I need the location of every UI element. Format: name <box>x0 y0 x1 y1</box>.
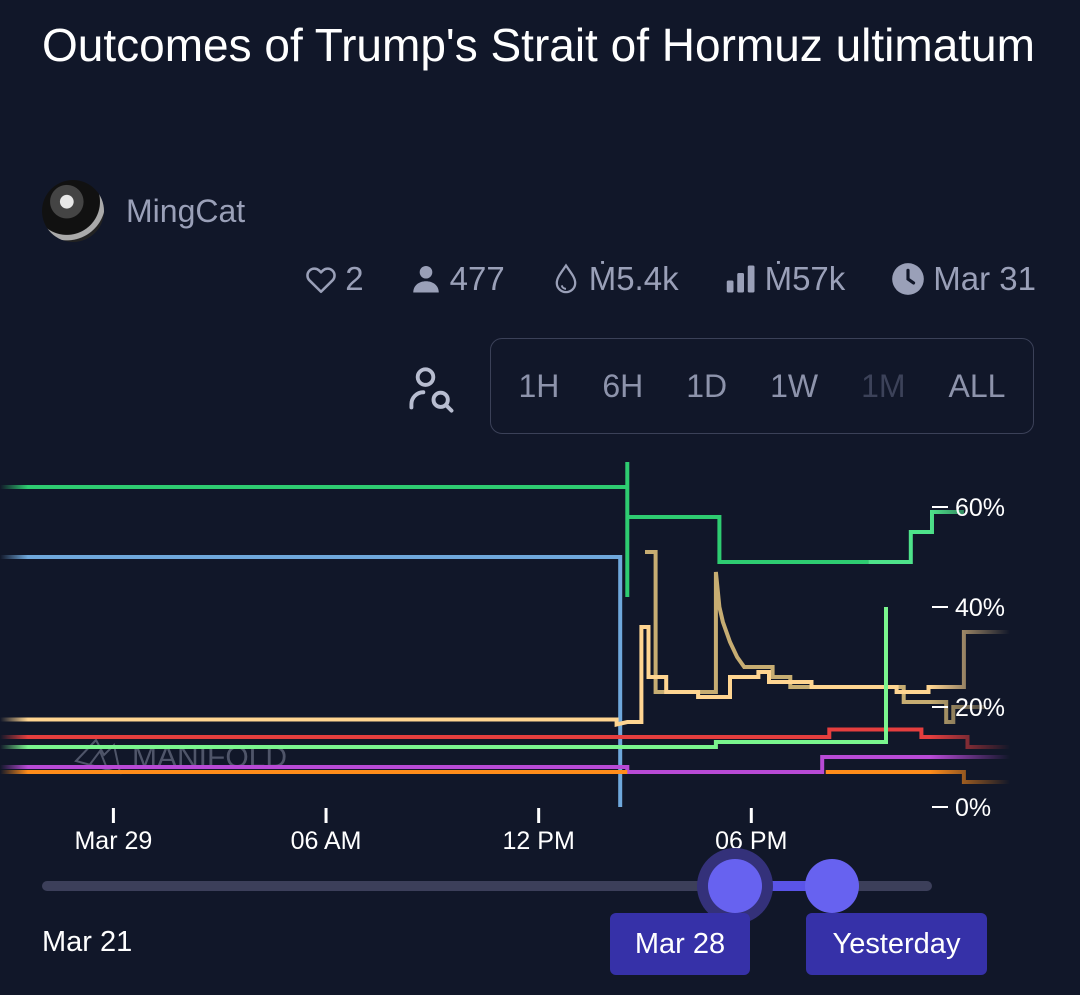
range-6h[interactable]: 6H <box>602 367 644 404</box>
range-1h[interactable]: 1H <box>518 367 560 404</box>
range-from-date[interactable]: Mar 28 <box>610 913 750 975</box>
volume-stat: Ṁ57k <box>723 260 846 298</box>
range-all[interactable]: ALL <box>948 367 1006 404</box>
close-date-stat: Mar 31 <box>889 260 1036 298</box>
traders-stat: 477 <box>408 260 505 298</box>
market-title: Outcomes of Trump's Strait of Hormuz ult… <box>42 19 1035 71</box>
date-range-slider-fill <box>735 881 832 891</box>
x-tick-label: 12 PM <box>503 827 575 855</box>
bar-chart-icon <box>726 265 755 293</box>
likes-count: 2 <box>345 260 364 297</box>
traders-count: 477 <box>449 260 505 297</box>
liquidity-amount: Ṁ5.4k <box>588 260 679 297</box>
y-tick-label: 0% <box>955 794 991 822</box>
heart-icon <box>306 267 337 294</box>
close-date: Mar 31 <box>933 260 1036 297</box>
range-to-date[interactable]: Yesterday <box>806 913 987 975</box>
series-line-4[interactable] <box>0 625 1010 728</box>
probability-chart[interactable]: MANIFOLD 60%40%20%0% Mar 29 06 AM 12 PM 06 … <box>0 455 1080 855</box>
series-line-0[interactable] <box>0 462 869 597</box>
liquidity-stat[interactable]: Ṁ5.4k <box>549 260 679 298</box>
slider-thumb-start[interactable] <box>708 859 762 913</box>
market-stats: 2 477 Ṁ5.4k Ṁ57k Mar 31 <box>303 254 1036 304</box>
clock-icon <box>892 263 925 295</box>
likes-stat[interactable]: 2 <box>303 260 364 298</box>
slider-thumb-end[interactable] <box>805 859 859 913</box>
y-tick-label: 40% <box>955 594 1005 622</box>
date-range-slider-track[interactable] <box>42 881 932 891</box>
x-tick-label: Mar 29 <box>74 827 152 855</box>
range-1w[interactable]: 1W <box>770 367 819 404</box>
y-tick-label: 20% <box>955 694 1005 722</box>
volume-amount: Ṁ57k <box>764 260 846 297</box>
author[interactable]: MingCat <box>42 180 245 242</box>
series-line-2[interactable] <box>0 555 623 807</box>
series-line-6[interactable] <box>0 607 888 749</box>
series-line-7[interactable] <box>0 755 1010 774</box>
user-icon <box>412 265 439 293</box>
user-search-icon[interactable] <box>406 363 458 415</box>
slider-start-label: Mar 21 <box>42 926 133 958</box>
y-tick-label: 60% <box>955 494 1005 522</box>
left-fade <box>0 455 28 810</box>
right-fade <box>930 455 1010 810</box>
droplet-icon <box>555 263 577 294</box>
chart-controls: 1H 6H 1D 1W 1M ALL <box>406 338 1034 434</box>
range-1d[interactable]: 1D <box>686 367 728 404</box>
range-1m: 1M <box>861 367 906 404</box>
avatar[interactable] <box>42 180 104 242</box>
x-tick-label: 06 AM <box>291 827 362 855</box>
author-name[interactable]: MingCat <box>126 192 246 229</box>
time-range-selector: 1H 6H 1D 1W 1M ALL <box>490 338 1034 434</box>
